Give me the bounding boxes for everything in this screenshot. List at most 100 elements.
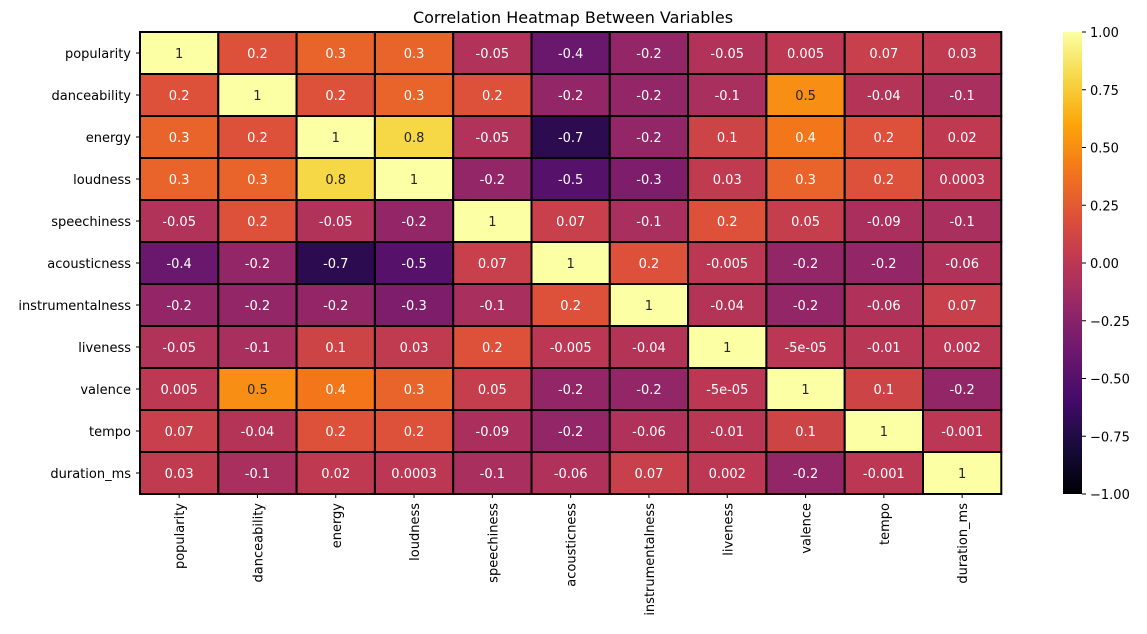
heatmap-cell (373, 409, 455, 453)
cell-value-label: -0.05 (162, 341, 196, 356)
cell-value-label: 0.07 (869, 47, 898, 62)
x-tick-label: energy (330, 503, 345, 549)
cell-value-label: -0.2 (949, 383, 974, 398)
y-tick-label: liveness (78, 341, 131, 356)
cell-value-label: -0.04 (241, 425, 275, 440)
heatmap-cell (687, 367, 768, 411)
cell-value-label: -0.2 (245, 257, 270, 272)
heatmap-cell (687, 31, 768, 75)
cell-value-label: 0.07 (948, 299, 977, 314)
x-tick-label: tempo (878, 503, 893, 545)
cell-value-label: -0.2 (558, 425, 583, 440)
cell-value-label: 0.2 (482, 341, 503, 356)
cell-value-label: 0.2 (169, 89, 190, 104)
cell-value-label: -0.06 (632, 425, 666, 440)
cell-value-label: 1 (958, 467, 966, 482)
x-axis-ticks: popularity danceability energy loudness spee… (173, 494, 971, 616)
colorbar-tick-label: 0.00 (1090, 257, 1119, 272)
cell-value-label: 0.05 (478, 383, 507, 398)
cell-value-label: 1 (175, 47, 183, 62)
heatmap-cell (765, 115, 846, 159)
heatmap-cell (139, 325, 220, 369)
heatmap-cell (687, 73, 768, 117)
cell-value-label: 0.2 (639, 257, 660, 272)
cell-value-label: 0.4 (795, 131, 816, 146)
x-tick-label: duration_ms (956, 503, 971, 584)
heatmap-cell (530, 283, 611, 327)
heatmap-cell (687, 283, 768, 327)
cell-value-label: -0.04 (710, 299, 744, 314)
y-axis-ticks: popularity danceability energy loudness spee… (18, 47, 140, 482)
cell-value-label: -0.7 (323, 257, 348, 272)
cell-value-label: 1 (332, 131, 340, 146)
cell-value-label: -0.2 (636, 131, 661, 146)
cell-value-label: -0.2 (558, 383, 583, 398)
cell-value-label: 1 (801, 383, 809, 398)
cell-value-label: -0.2 (166, 299, 191, 314)
heatmap-cell (373, 325, 455, 369)
cell-value-label: -0.2 (793, 299, 818, 314)
heatmap-cell (765, 73, 846, 117)
heatmap-cell (922, 199, 1003, 243)
cell-value-label: -0.4 (558, 47, 583, 62)
cell-value-label: -0.1 (636, 215, 661, 230)
heatmap-grid: 1 0.2 0.3 0.3 -0.05 -0.4 -0.2 -0.05 0.005 0.07 0.0… (139, 31, 1003, 495)
cell-value-label: -0.5 (401, 257, 426, 272)
cell-value-label: -0.05 (710, 47, 744, 62)
cell-value-label: -0.2 (558, 89, 583, 104)
colorbar-tick-label: 0.50 (1090, 142, 1119, 157)
cell-value-label: -0.09 (476, 425, 510, 440)
cell-value-label: 0.005 (161, 383, 198, 398)
cell-value-label: 0.2 (247, 131, 268, 146)
cell-value-label: 0.1 (795, 425, 816, 440)
cell-value-label: -0.1 (480, 299, 505, 314)
cell-value-label: 0.2 (247, 215, 268, 230)
cell-value-label: -0.05 (162, 215, 196, 230)
cell-value-label: 0.3 (404, 47, 425, 62)
cell-value-label: 0.2 (325, 425, 346, 440)
colorbar-tick-label: 1.00 (1090, 26, 1119, 41)
cell-value-label: -5e-05 (784, 341, 826, 356)
cell-value-label: -0.2 (480, 173, 505, 188)
heatmap-cell (452, 73, 533, 117)
cell-value-label: -0.005 (706, 257, 748, 272)
cell-value-label: 0.005 (787, 47, 824, 62)
heatmap-cell (843, 451, 925, 495)
heatmap-cell (843, 73, 925, 117)
heatmap-cell (139, 199, 220, 243)
heatmap-cell (139, 283, 220, 327)
heatmap-cell (139, 73, 220, 117)
cell-value-label: 0.2 (325, 89, 346, 104)
cell-value-label: 0.07 (634, 467, 663, 482)
heatmap-cell (530, 31, 611, 75)
heatmap-cell (139, 115, 220, 159)
cell-value-label: 0.2 (404, 425, 425, 440)
cell-value-label: 0.4 (325, 383, 346, 398)
chart-title: Correlation Heatmap Between Variables (413, 8, 733, 27)
cell-value-label: -0.1 (715, 89, 740, 104)
heatmap-cell (765, 409, 846, 453)
heatmap-cell (217, 283, 298, 327)
cell-value-label: 0.03 (713, 173, 742, 188)
colorbar-gradient (1063, 32, 1082, 494)
cell-value-label: -0.06 (945, 257, 979, 272)
colorbar-tick-label: 0.25 (1090, 199, 1119, 214)
heatmap-cell (922, 451, 1003, 495)
cell-value-label: 0.2 (874, 173, 895, 188)
cell-value-label: -0.2 (323, 299, 348, 314)
y-tick-label: speechiness (51, 215, 131, 230)
cell-value-label: 0.3 (404, 89, 425, 104)
cell-value-label: -5e-05 (706, 383, 748, 398)
colorbar-tick-label: −0.50 (1090, 373, 1130, 388)
y-tick-label: instrumentalness (18, 299, 131, 314)
cell-value-label: 1 (723, 341, 731, 356)
cell-value-label: -0.1 (480, 467, 505, 482)
cell-value-label: 0.02 (948, 131, 977, 146)
cell-value-label: 0.2 (560, 299, 581, 314)
cell-value-label: 0.0003 (391, 467, 437, 482)
heatmap-cell (217, 451, 298, 495)
x-tick-label: liveness (721, 503, 736, 556)
heatmap-cell (139, 367, 220, 411)
cell-value-label: -0.2 (793, 257, 818, 272)
